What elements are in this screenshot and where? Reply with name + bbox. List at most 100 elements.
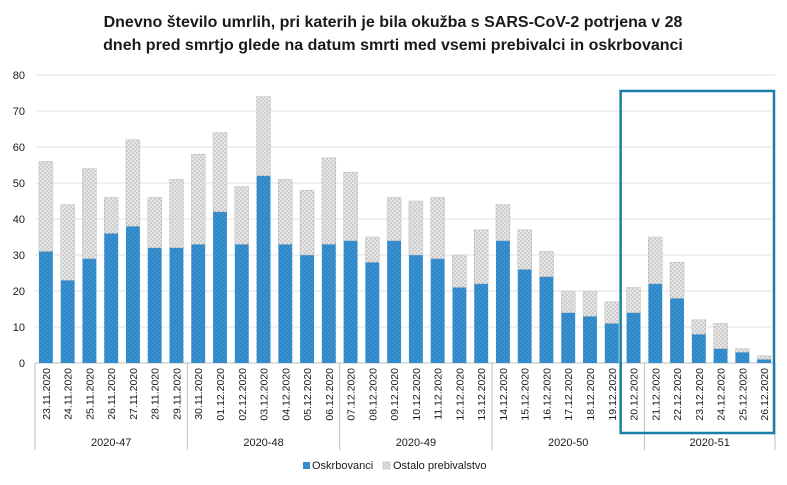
bar-ostalo-prebivalstvo: [604, 301, 619, 324]
bar-ostalo-prebivalstvo: [495, 204, 511, 241]
x-tick-label: 02.12.2020: [237, 368, 249, 421]
x-tick-label: 12.12.2020: [454, 368, 466, 421]
bar-oskrbovanci: [321, 244, 336, 363]
x-tick-label: 29.11.2020: [171, 368, 183, 420]
bar-oskrbovanci: [408, 255, 423, 363]
x-axis: 23.11.2020 24.11.2020 25.11.2020 26.11.2020…: [41, 368, 771, 421]
bar-oskrbovanci: [561, 312, 576, 363]
bar-oskrbovanci: [757, 359, 772, 363]
x-tick-label: 28.11.2020: [150, 368, 162, 420]
bar-oskrbovanci: [583, 316, 597, 363]
bar-oskrbovanci: [60, 280, 75, 363]
bar-oskrbovanci: [604, 323, 619, 363]
bar-oskrbovanci: [517, 269, 532, 363]
y-tick-label: 60: [13, 142, 25, 154]
bar-ostalo-prebivalstvo: [386, 197, 402, 241]
bar-oskrbovanci: [343, 240, 358, 363]
bar-oskrbovanci: [278, 244, 293, 363]
bar-oskrbovanci: [125, 226, 140, 363]
x-tick-label: 15.12.2020: [520, 368, 532, 421]
x-tick-label: 09.12.2020: [389, 368, 401, 421]
bar-oskrbovanci: [735, 352, 750, 363]
bar-oskrbovanci: [626, 312, 641, 363]
bar-oskrbovanci: [365, 262, 380, 363]
bar-ostalo-prebivalstvo: [691, 319, 707, 335]
bar-ostalo-prebivalstvo: [191, 153, 206, 245]
x-tick-label: 03.12.2020: [259, 368, 271, 421]
bar-ostalo-prebivalstvo: [452, 254, 467, 288]
x-tick-label: 17.12.2020: [563, 368, 575, 421]
x-tick-label: 08.12.2020: [367, 368, 379, 421]
bar-ostalo-prebivalstvo: [256, 96, 271, 177]
x-tick-label: 01.12.2020: [215, 368, 227, 421]
y-tick-label: 10: [13, 322, 25, 334]
y-tick-label: 50: [13, 178, 25, 190]
bar-oskrbovanci: [495, 240, 510, 363]
x-tick-label: 20.12.2020: [629, 368, 641, 421]
bar-oskrbovanci: [539, 276, 554, 363]
x-tick-label: 04.12.2020: [280, 368, 292, 421]
bar-ostalo-prebivalstvo: [669, 261, 685, 299]
x-tick-label: 18.12.2020: [585, 368, 597, 421]
bar-oskrbovanci: [387, 240, 402, 363]
bar-ostalo-prebivalstvo: [169, 179, 184, 249]
bar-ostalo-prebivalstvo: [735, 348, 750, 353]
week-label: 2020-50: [548, 437, 588, 449]
bar-ostalo-prebivalstvo: [626, 287, 641, 313]
bar-ostalo-prebivalstvo: [648, 236, 663, 285]
bar-ostalo-prebivalstvo: [539, 251, 554, 277]
legend-swatch-oskrbovanci: [303, 462, 310, 469]
legend-label-oskrbovanci: Oskrbovanci: [312, 460, 373, 472]
bar-ostalo-prebivalstvo: [561, 290, 576, 313]
x-tick-label: 26.12.2020: [759, 368, 771, 421]
bar-oskrbovanci: [191, 244, 206, 363]
bar-oskrbovanci: [234, 244, 249, 363]
bar-ostalo-prebivalstvo: [430, 197, 445, 259]
x-tick-label: 25.12.2020: [737, 368, 749, 421]
bar-ostalo-prebivalstvo: [517, 229, 532, 270]
bar-ostalo-prebivalstvo: [321, 157, 337, 245]
bar-ostalo-prebivalstvo: [38, 161, 54, 252]
bar-ostalo-prebivalstvo: [365, 236, 380, 263]
bar-ostalo-prebivalstvo: [713, 323, 728, 349]
bars: [38, 96, 772, 363]
y-tick-label: 70: [13, 106, 25, 118]
y-tick-label: 0: [19, 358, 25, 370]
legend-swatch-ostalo: [382, 461, 391, 470]
x-tick-label: 07.12.2020: [346, 368, 358, 421]
y-tick-label: 40: [13, 214, 25, 226]
x-tick-label: 05.12.2020: [302, 368, 314, 421]
y-tick-label: 80: [13, 70, 25, 82]
bar-ostalo-prebivalstvo: [343, 171, 358, 241]
bar-ostalo-prebivalstvo: [299, 189, 315, 256]
bar-oskrbovanci: [147, 247, 162, 363]
highlight-box: [619, 89, 776, 435]
bar-ostalo-prebivalstvo: [756, 355, 772, 360]
bar-ostalo-prebivalstvo: [212, 132, 228, 213]
bar-ostalo-prebivalstvo: [473, 229, 489, 285]
bar-oskrbovanci: [713, 348, 728, 363]
bar-oskrbovanci: [300, 255, 315, 363]
bar-oskrbovanci: [474, 283, 489, 363]
x-tick-label: 22.12.2020: [672, 368, 684, 421]
bar-oskrbovanci: [213, 211, 227, 363]
bar-oskrbovanci: [648, 283, 663, 363]
y-tick-label: 20: [13, 286, 25, 298]
bar-ostalo-prebivalstvo: [147, 197, 162, 249]
bar-ostalo-prebivalstvo: [82, 168, 97, 259]
x-tick-label: 06.12.2020: [324, 368, 336, 421]
bar-oskrbovanci: [256, 175, 271, 363]
bar-oskrbovanci: [38, 251, 53, 363]
chart-title-line-1: Dnevno število umrlih, pri katerih je bi…: [104, 14, 683, 31]
x-tick-label: 16.12.2020: [541, 368, 553, 421]
y-axis: 0 10 20 30 40 50 60 70 80: [13, 70, 25, 370]
x-tick-label: 25.11.2020: [84, 368, 96, 420]
x-tick-label: 24.12.2020: [716, 368, 728, 421]
x-tick-label: 11.12.2020: [433, 368, 445, 420]
y-tick-label: 30: [13, 250, 25, 262]
week-groups: 2020-47 2020-48 2020-49 2020-50 2020-51: [34, 363, 776, 450]
week-label: 2020-51: [690, 437, 730, 449]
bar-oskrbovanci: [670, 298, 685, 363]
x-tick-label: 30.11.2020: [193, 368, 205, 420]
bar-ostalo-prebivalstvo: [103, 197, 119, 234]
